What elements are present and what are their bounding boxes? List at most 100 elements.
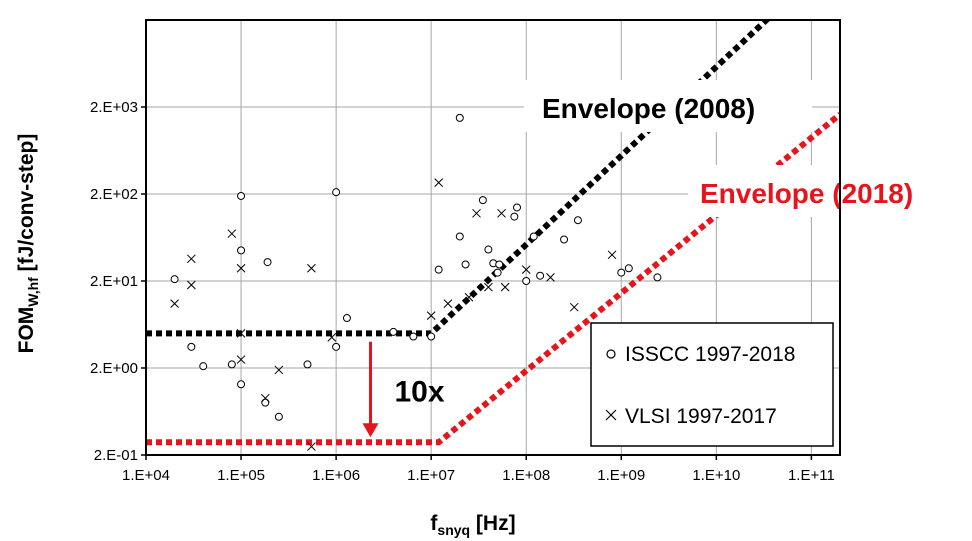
isscc-point xyxy=(510,212,519,221)
vlsi-point xyxy=(546,273,555,282)
x-axis-label: fsnyq [Hz] xyxy=(430,512,515,538)
x-tick-label: 1.E+06 xyxy=(312,467,360,484)
envelope-2018-label-bg xyxy=(688,165,960,217)
isscc-point xyxy=(573,216,582,225)
isscc-point xyxy=(332,342,341,351)
isscc-point xyxy=(409,332,418,341)
isscc-point xyxy=(617,268,626,277)
isscc-point xyxy=(455,113,464,122)
reduction-label: 10x xyxy=(394,376,444,409)
legend-isscc-label: ISSCC 1997-2018 xyxy=(625,343,795,366)
isscc-point xyxy=(199,362,208,371)
isscc-point xyxy=(274,412,283,421)
envelope-labels: Envelope (2008) Envelope (2018) xyxy=(524,80,960,217)
legend-x-marker xyxy=(605,409,617,421)
isscc-point xyxy=(536,271,545,280)
vlsi-point xyxy=(260,393,270,403)
data-points xyxy=(170,113,662,451)
legend-circle-marker xyxy=(606,349,616,359)
envelope-2008-label-bg xyxy=(524,80,812,132)
y-tick-label: 2.E+03 xyxy=(90,99,138,116)
vlsi-point xyxy=(236,355,246,364)
isscc-point xyxy=(170,275,179,284)
isscc-point xyxy=(513,203,522,212)
y-label-main: FOM xyxy=(15,307,38,354)
vlsi-point xyxy=(426,311,436,320)
x-tick-label: 1.E+08 xyxy=(502,467,550,484)
y-tick-label: 2.E-01 xyxy=(94,447,138,464)
envelope-line-2 xyxy=(146,111,840,446)
isscc-point xyxy=(624,264,633,273)
envelope-2018-label: Envelope (2018) xyxy=(700,178,913,209)
y-label-sub: W,hf xyxy=(25,277,41,307)
x-tick-label: 1.E+07 xyxy=(407,467,455,484)
isscc-point xyxy=(493,268,502,277)
x-tick-label: 1.E+04 xyxy=(122,467,170,484)
isscc-point xyxy=(495,260,504,269)
legend-box xyxy=(590,322,834,447)
x-label-main: f xyxy=(430,512,438,535)
vlsi-point xyxy=(500,282,510,292)
isscc-point xyxy=(478,196,487,205)
x-label-unit: [Hz] xyxy=(470,512,516,535)
vlsi-point xyxy=(170,299,179,308)
x-tick-label: 1.E+09 xyxy=(597,467,645,484)
isscc-point xyxy=(653,273,662,282)
reduction-arrow-head xyxy=(362,423,379,438)
y-axis-label: FOMW,hf [fJ/conv-step] xyxy=(15,134,41,354)
x-axis-ticks: 1.E+04 1.E+05 1.E+06 1.E+07 1.E+08 1.E+09 1.E+… xyxy=(122,455,835,484)
y-tick-label: 2.E+02 xyxy=(90,186,138,203)
isscc-point xyxy=(261,398,270,407)
isscc-point xyxy=(187,342,196,351)
vlsi-point xyxy=(186,254,196,264)
vlsi-point xyxy=(607,250,617,260)
y-tick-label: 2.E+00 xyxy=(90,360,138,377)
vlsi-point xyxy=(274,365,284,375)
legend: ISSCC 1997-2018 VLSI 1997-2017 xyxy=(590,322,834,447)
vlsi-point xyxy=(484,282,493,292)
isscc-point xyxy=(434,265,443,274)
vlsi-point xyxy=(307,263,316,273)
legend-vlsi-label: VLSI 1997-2017 xyxy=(625,405,777,428)
x-label-sub: snyq xyxy=(437,522,470,538)
isscc-point xyxy=(461,260,470,269)
plot-frame xyxy=(145,19,841,456)
isscc-point xyxy=(237,246,246,255)
isscc-point xyxy=(342,314,351,323)
annotations: 10x xyxy=(362,341,445,438)
x-tick-label: 1.E+05 xyxy=(217,467,265,484)
isscc-point xyxy=(237,191,246,200)
vlsi-point xyxy=(236,263,246,273)
y-label-unit: [fJ/conv-step] xyxy=(15,134,38,278)
isscc-point xyxy=(263,258,272,267)
vlsi-point xyxy=(227,229,237,239)
vlsi-point xyxy=(307,442,316,451)
vlsi-point xyxy=(327,333,337,342)
axis-labels: fsnyq [Hz] FOMW,hf [fJ/conv-step] xyxy=(15,134,516,538)
isscc-point xyxy=(522,277,531,285)
isscc-point xyxy=(332,188,341,197)
x-tick-label: 1.E+11 xyxy=(788,467,835,484)
vlsi-point xyxy=(497,208,506,218)
vlsi-point xyxy=(464,292,474,302)
vlsi-point xyxy=(569,302,579,312)
isscc-point xyxy=(303,360,312,369)
isscc-point xyxy=(529,232,538,241)
y-tick-label: 2.E+01 xyxy=(90,273,138,290)
isscc-point xyxy=(227,360,236,369)
envelope-2008-label: Envelope (2008) xyxy=(542,93,755,124)
x-tick-label: 1.E+10 xyxy=(692,467,740,484)
vlsi-point xyxy=(443,299,453,308)
isscc-point xyxy=(560,235,569,244)
isscc-point xyxy=(237,380,246,389)
vlsi-point xyxy=(521,265,531,275)
isscc-point xyxy=(389,327,398,336)
isscc-point xyxy=(484,245,493,254)
vlsi-point xyxy=(186,280,196,290)
vlsi-point xyxy=(472,208,481,218)
isscc-point xyxy=(455,232,464,241)
vlsi-point xyxy=(236,329,246,338)
vlsi-point xyxy=(434,178,444,188)
isscc-point xyxy=(427,332,436,341)
